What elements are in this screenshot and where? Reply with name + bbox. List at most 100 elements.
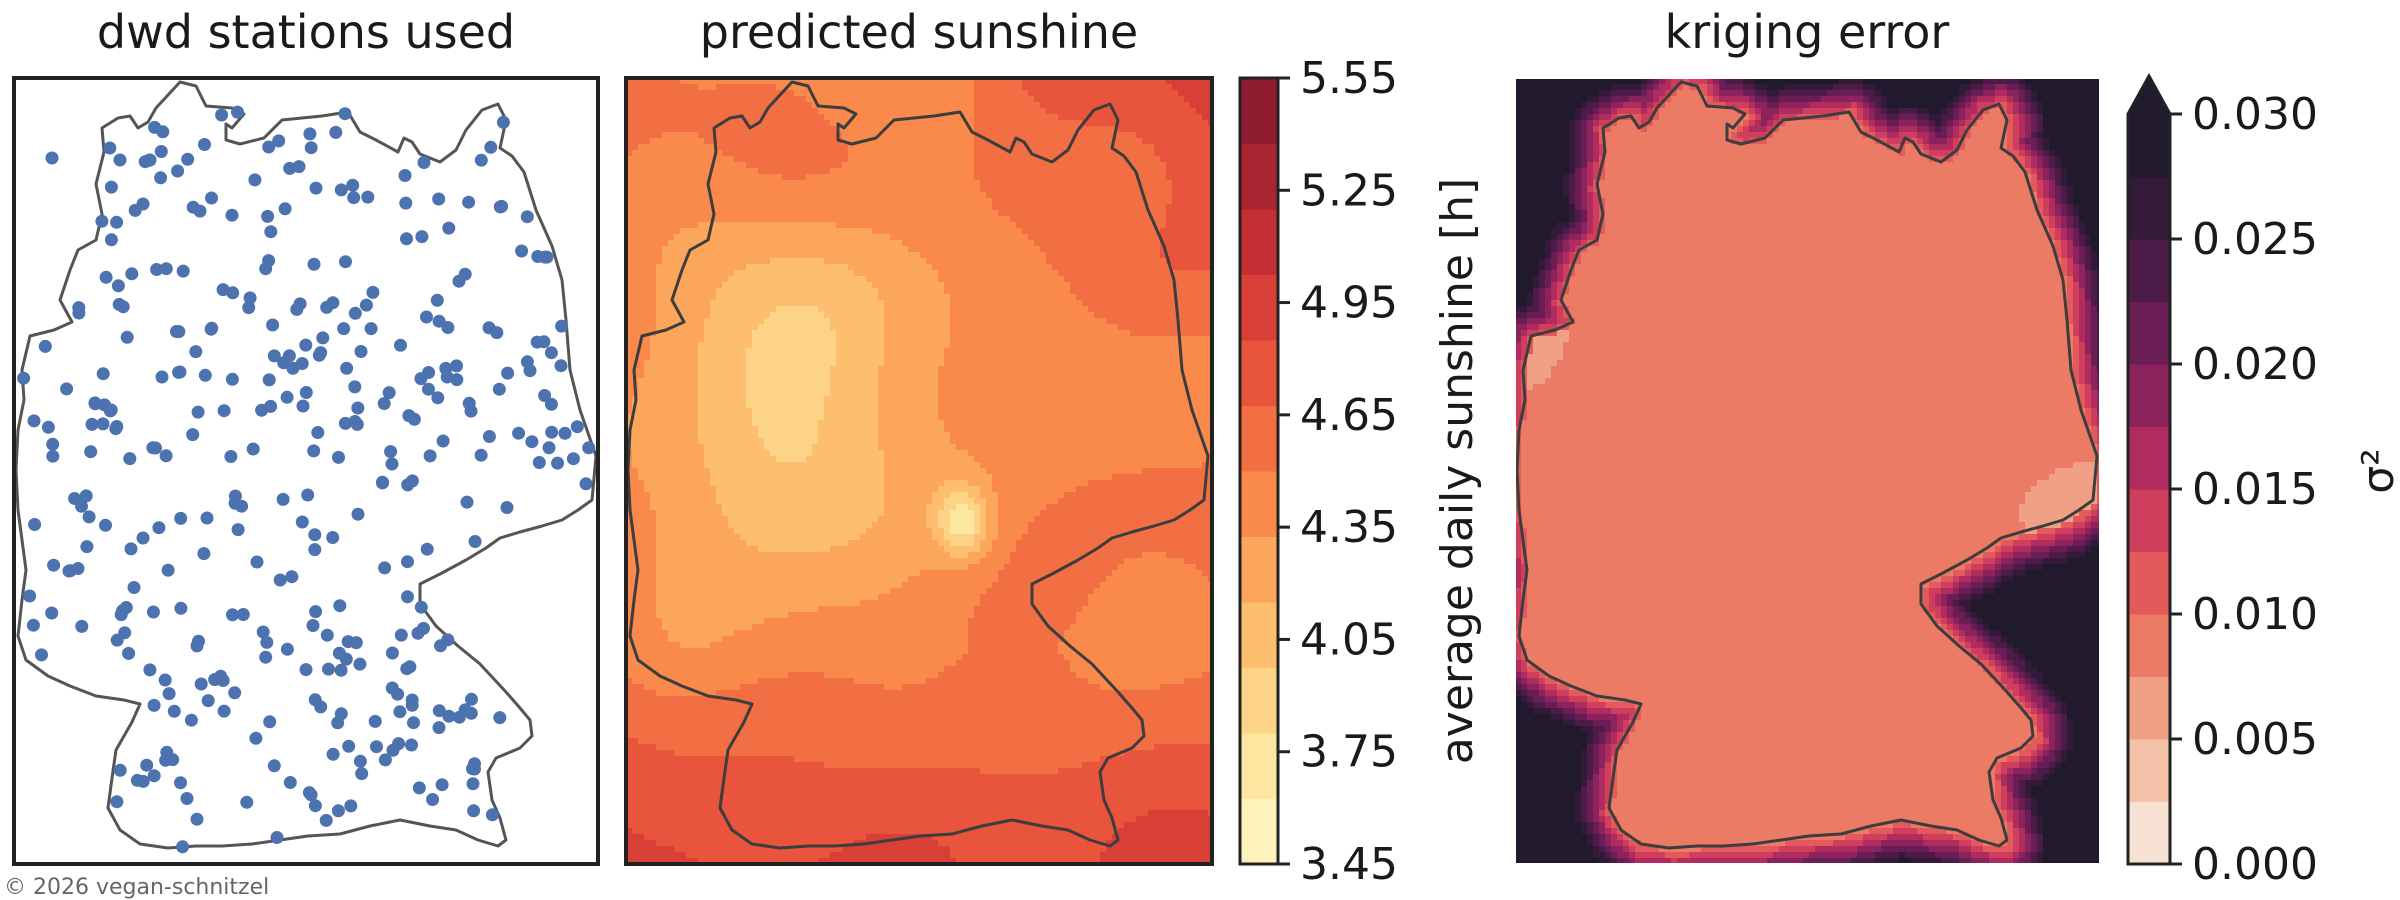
- station-map-frame: [12, 76, 600, 866]
- station-marker: [353, 657, 367, 671]
- station-marker: [143, 153, 157, 167]
- station-marker: [326, 531, 340, 544]
- station-marker: [450, 373, 464, 387]
- station-marker: [304, 141, 318, 155]
- station-marker: [23, 589, 37, 603]
- station-marker: [442, 709, 456, 723]
- station-marker: [124, 542, 138, 556]
- station-marker: [143, 663, 157, 677]
- station-marker: [334, 707, 348, 721]
- station-marker: [351, 507, 365, 521]
- station-marker: [452, 274, 466, 288]
- colorbar-level: [1240, 340, 1278, 406]
- station-marker: [242, 301, 256, 315]
- station-marker: [299, 338, 313, 352]
- station-marker: [485, 808, 499, 822]
- station-marker: [152, 521, 166, 535]
- station-marker: [426, 793, 440, 806]
- station-marker: [79, 489, 93, 503]
- station-marker: [296, 399, 310, 413]
- station-marker: [532, 456, 546, 469]
- station-marker: [96, 367, 110, 381]
- station-marker: [545, 425, 559, 439]
- station-marker: [385, 646, 399, 660]
- station-marker: [338, 416, 352, 430]
- station-marker: [215, 108, 229, 122]
- station-marker: [391, 687, 405, 701]
- station-marker: [538, 389, 552, 402]
- error-colorbar: 0.000 0.005 0.010 0.015 0.020 0.025 0.030: [2126, 72, 2318, 890]
- station-marker: [149, 441, 162, 455]
- sunshine-colorbar-label: average daily sunshine [h]: [1432, 178, 1483, 764]
- station-marker: [80, 540, 94, 554]
- colorbar-tick-label: 4.35: [1300, 502, 1398, 553]
- station-marker: [366, 285, 380, 299]
- station-marker: [110, 215, 124, 229]
- station-marker: [266, 318, 280, 332]
- colorbar-level: [2128, 739, 2170, 802]
- colorbar-level: [1240, 602, 1278, 668]
- station-marker: [512, 426, 526, 440]
- station-marker: [180, 792, 194, 805]
- station-marker: [84, 445, 98, 459]
- station-marker: [72, 306, 86, 320]
- station-marker: [181, 152, 195, 166]
- error-map-frame: [1514, 77, 2101, 865]
- station-marker: [193, 204, 207, 218]
- station-marker: [307, 257, 321, 271]
- colorbar-tick-label: 0.030: [2192, 89, 2318, 140]
- station-marker: [329, 125, 343, 139]
- station-marker: [96, 417, 110, 431]
- station-marker: [400, 232, 413, 246]
- station-marker: [430, 293, 444, 307]
- station-marker: [159, 449, 173, 463]
- colorbar-level: [1240, 733, 1278, 799]
- station-marker: [113, 763, 127, 777]
- station-marker: [370, 740, 383, 754]
- station-marker: [249, 731, 263, 745]
- station-marker: [154, 171, 168, 185]
- station-marker: [490, 326, 504, 340]
- station-marker: [264, 399, 278, 413]
- station-marker: [226, 286, 240, 300]
- station-marker: [197, 547, 211, 561]
- station-marker: [267, 759, 281, 773]
- station-marker: [496, 115, 510, 129]
- station-marker: [351, 401, 365, 415]
- colorbar-level: [1240, 143, 1278, 210]
- colorbar-level: [2128, 364, 2170, 427]
- station-marker: [378, 753, 392, 767]
- station-marker: [368, 714, 382, 728]
- station-marker: [116, 604, 130, 618]
- colorbar-tick-label: 0.010: [2192, 589, 2318, 640]
- station-marker: [308, 543, 322, 557]
- station-marker: [191, 405, 205, 419]
- station-marker: [159, 262, 173, 276]
- station-marker: [394, 338, 407, 352]
- station-marker: [110, 420, 124, 433]
- station-marker: [326, 747, 340, 761]
- station-marker: [309, 181, 323, 195]
- station-marker: [159, 753, 173, 767]
- station-marker: [401, 555, 414, 569]
- station-marker: [147, 698, 161, 712]
- station-marker: [525, 435, 539, 449]
- station-marker: [417, 156, 431, 169]
- station-marker: [186, 428, 200, 442]
- station-marker: [520, 210, 534, 224]
- station-marker: [174, 776, 187, 790]
- station-marker: [63, 564, 77, 578]
- station-marker: [262, 254, 276, 268]
- station-marker: [420, 542, 434, 556]
- station-marker: [334, 183, 348, 197]
- station-marker: [158, 673, 172, 687]
- colorbar-tick-label: 5.25: [1300, 165, 1398, 216]
- station-marker: [493, 711, 507, 725]
- station-marker: [190, 812, 204, 826]
- sunshine-colorbar: 3.45 3.75 4.05 4.35 4.65 4.95 5.25 5.55: [1238, 53, 1398, 890]
- station-marker: [226, 608, 239, 622]
- station-marker: [130, 773, 144, 787]
- colorbar-tick-label: 0.025: [2192, 214, 2318, 265]
- station-marker: [243, 291, 257, 305]
